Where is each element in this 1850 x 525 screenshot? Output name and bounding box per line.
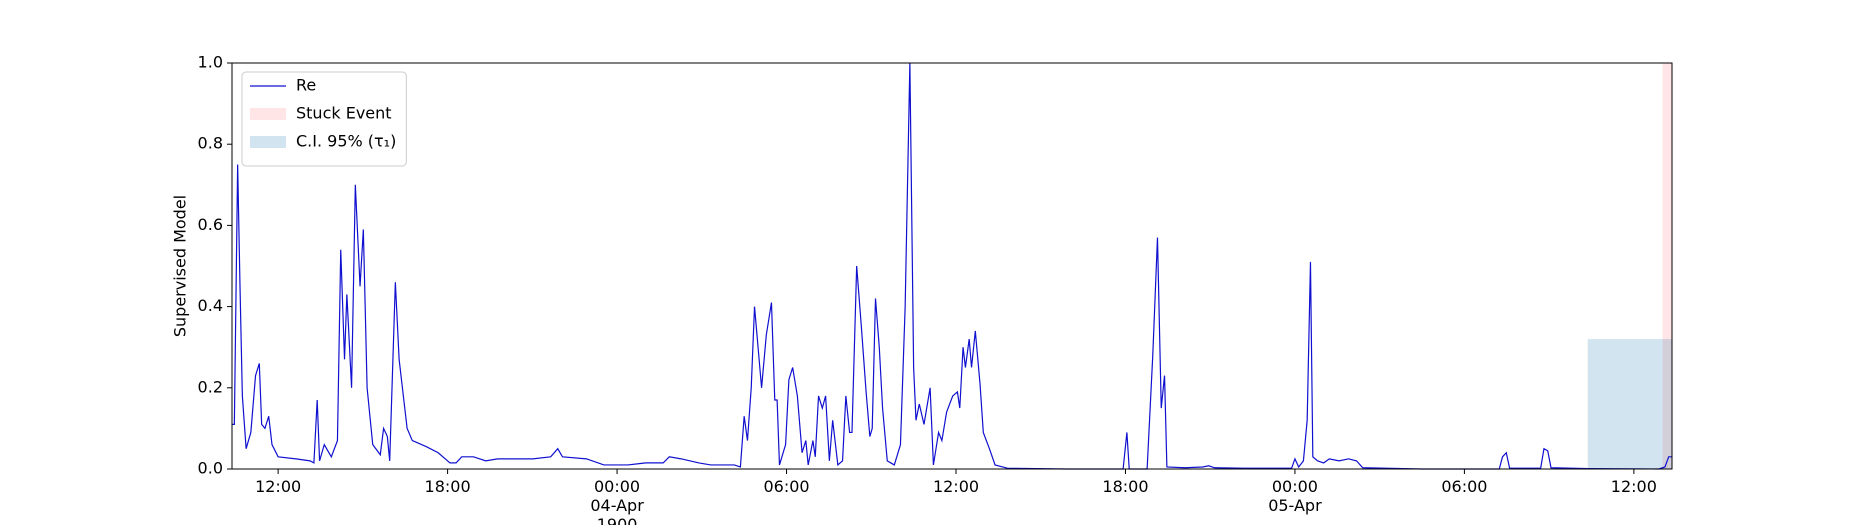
legend-label: Re <box>296 76 316 95</box>
y-tick-label: 1.0 <box>198 53 223 72</box>
y-tick-label: 0.8 <box>198 134 223 153</box>
x-tick-label: 00:00 05-Apr <box>1268 477 1322 515</box>
x-tick-label: 12:00 <box>932 477 980 496</box>
x-tick-label: 18:00 <box>1102 477 1149 496</box>
legend-box <box>241 71 407 167</box>
x-tick-label: 18:00 <box>424 477 471 496</box>
x-tick-label: 12:00 <box>255 477 302 496</box>
y-tick-label: 0.0 <box>198 459 223 478</box>
x-tick-label: 06:00 <box>1441 477 1488 496</box>
legend-patch <box>250 108 286 120</box>
legend-label: Stuck Event <box>296 104 392 123</box>
data-line <box>232 62 1672 470</box>
x-tick-label: 00:00 04-Apr 1900 <box>590 477 644 525</box>
x-tick-label: 06:00 <box>763 477 810 496</box>
plot-frame <box>231 62 1673 470</box>
y-tick-label: 0.4 <box>198 296 223 315</box>
legend-label: C.I. 95% (τ₁) <box>296 132 396 151</box>
y-tick-label: 0.6 <box>198 215 223 234</box>
x-tick-label: 12:00 <box>1610 477 1657 496</box>
legend: Re Stuck Event C.I. 95% (τ₁) <box>241 71 407 167</box>
y-axis-label: Supervised Model <box>171 195 190 337</box>
shaded-region <box>1587 339 1672 469</box>
y-tick-label: 0.2 <box>198 377 223 396</box>
legend-patch <box>250 136 286 148</box>
shaded-region <box>1662 63 1672 469</box>
